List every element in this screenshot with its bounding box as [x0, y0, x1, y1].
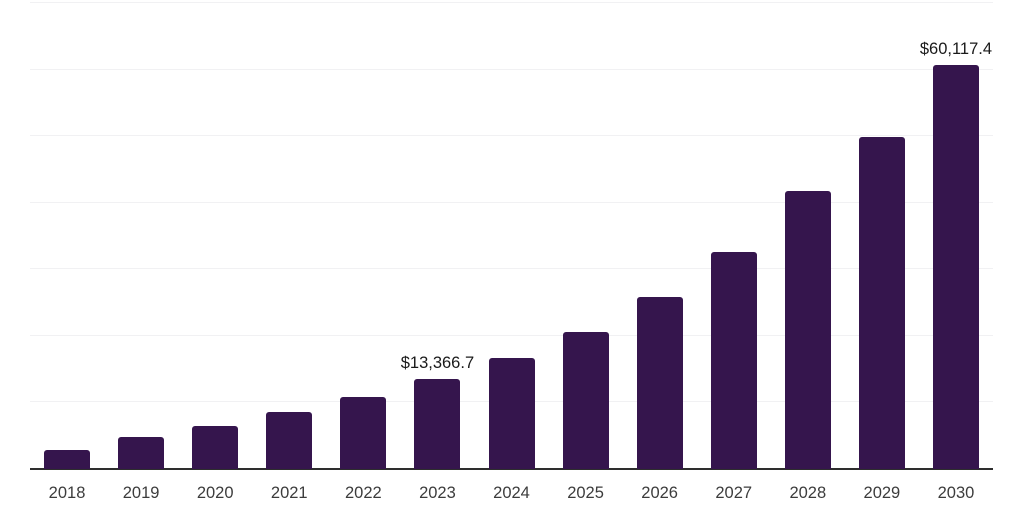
- x-tick-2020: 2020: [196, 484, 234, 502]
- x-tick-2028: 2028: [789, 484, 827, 502]
- x-tick-2019: 2019: [122, 484, 160, 502]
- gridline: [30, 201, 993, 203]
- bar-2029: [858, 136, 905, 469]
- x-tick-2029: 2029: [863, 484, 901, 502]
- bar-2025: [562, 331, 609, 469]
- bar-2024: [488, 357, 535, 469]
- bar-2026: [636, 297, 683, 469]
- x-tick-2027: 2027: [715, 484, 753, 502]
- gridline: [30, 68, 993, 70]
- bar-2019: [118, 437, 165, 469]
- bar-2020: [192, 426, 239, 469]
- x-tick-2030: 2030: [937, 484, 975, 502]
- bar-2021: [266, 412, 313, 469]
- bar-2022: [340, 397, 387, 469]
- x-axis-line: [30, 468, 993, 470]
- x-tick-2025: 2025: [567, 484, 604, 502]
- x-tick-2021: 2021: [270, 484, 308, 502]
- gridline: [30, 268, 993, 269]
- bar-2023: [414, 379, 461, 469]
- x-tick-2018: 2018: [48, 484, 86, 502]
- bar-value-label-2030: $60,117.4: [919, 39, 993, 58]
- x-tick-2026: 2026: [641, 484, 678, 502]
- x-tick-2023: 2023: [419, 484, 456, 502]
- bar-value-label-2023: $13,366.7: [400, 354, 475, 373]
- gridline: [30, 135, 993, 136]
- bar-2027: [710, 252, 757, 469]
- bar-2028: [784, 191, 831, 469]
- bar-2030: [932, 64, 979, 469]
- bar-2018: [44, 450, 91, 469]
- x-tick-2024: 2024: [493, 484, 530, 502]
- plot-area: $13,366.7 $60,117.4: [30, 0, 993, 470]
- gridline: [30, 334, 993, 336]
- x-tick-2022: 2022: [344, 484, 382, 502]
- gridline: [30, 2, 993, 3]
